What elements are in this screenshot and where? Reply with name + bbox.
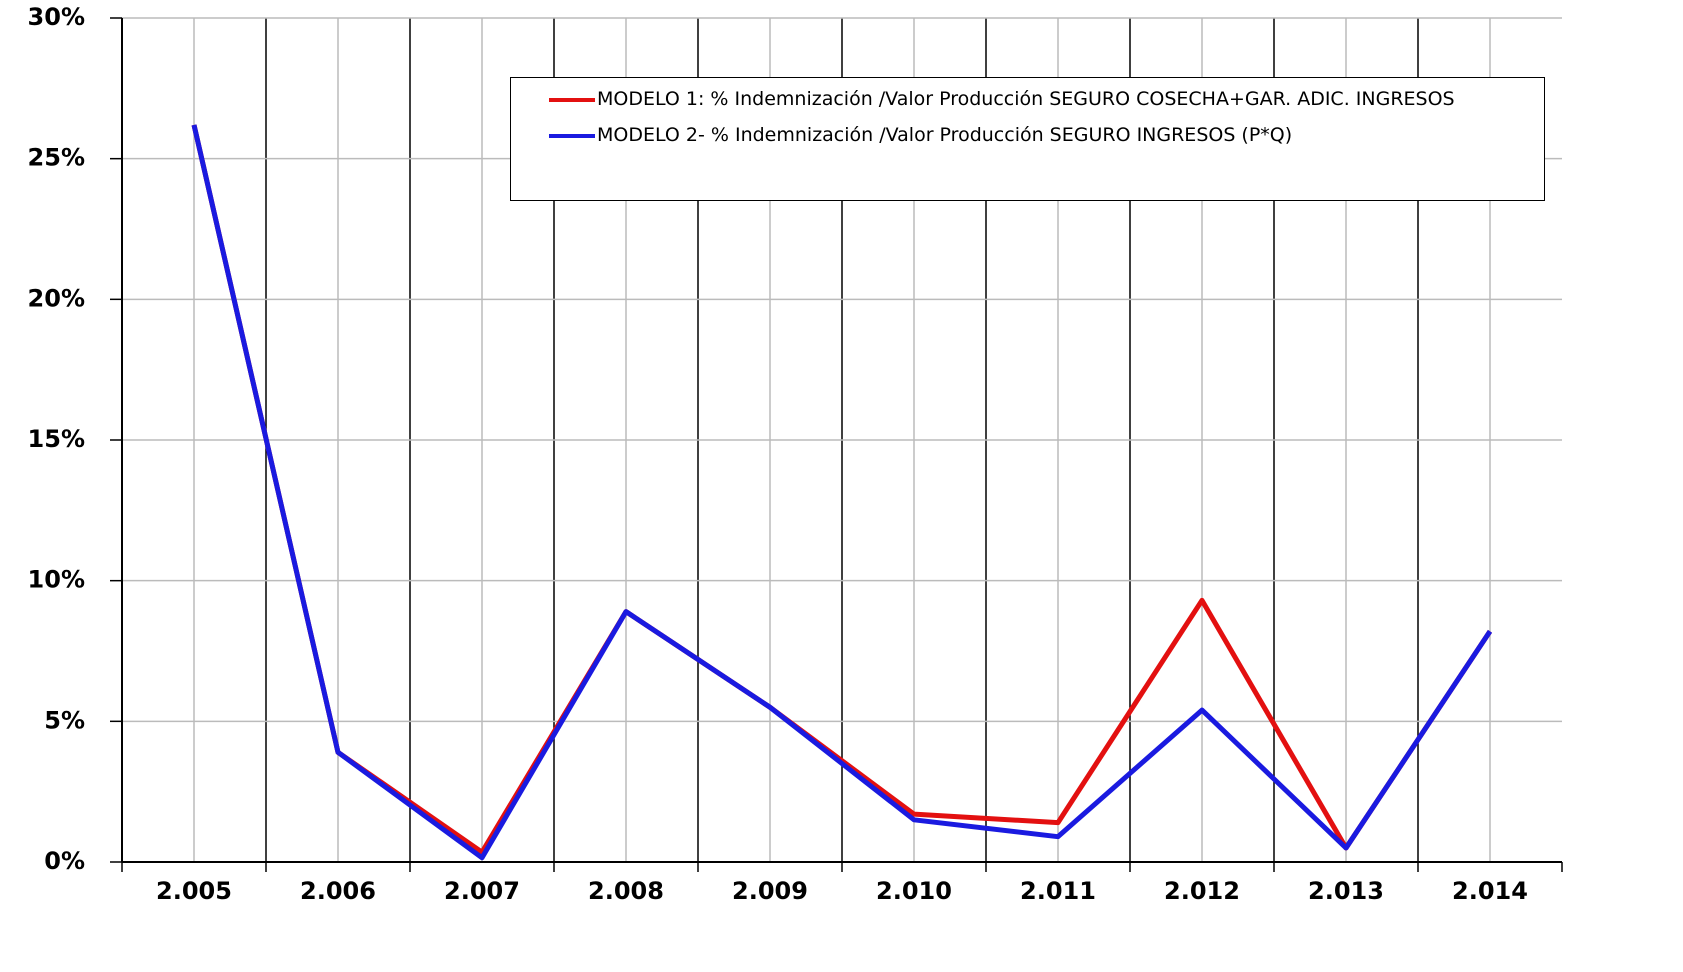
x-tick-label: 2.014 xyxy=(1452,877,1528,905)
x-tick-label: 2.008 xyxy=(588,877,664,905)
x-tick-label: 2.011 xyxy=(1020,877,1096,905)
x-tick-label: 2.012 xyxy=(1164,877,1240,905)
x-tick-label: 2.006 xyxy=(300,877,376,905)
line-series xyxy=(191,124,1493,861)
x-tick-label: 2.005 xyxy=(156,877,232,905)
x-tick-label: 2.007 xyxy=(444,877,520,905)
x-tick-label: 2.013 xyxy=(1308,877,1384,905)
legend-entry: MODELO 1: % Indemnización /Valor Producc… xyxy=(549,86,1524,112)
y-tick-label: 5% xyxy=(44,706,85,734)
y-tick-label: 30% xyxy=(28,3,85,31)
legend-swatch xyxy=(549,134,595,138)
legend: MODELO 1: % Indemnización /Valor Producc… xyxy=(510,77,1545,201)
legend-label: MODELO 1: % Indemnización /Valor Producc… xyxy=(597,88,1455,110)
x-tick-label: 2.009 xyxy=(732,877,808,905)
legend-swatch xyxy=(549,98,595,102)
y-tick-label: 20% xyxy=(28,284,85,312)
y-tick-label: 0% xyxy=(44,847,85,875)
y-tick-label: 10% xyxy=(28,566,85,594)
legend-label: MODELO 2- % Indemnización /Valor Producc… xyxy=(597,124,1293,146)
y-tick-label: 25% xyxy=(28,144,85,172)
x-tick-label: 2.010 xyxy=(876,877,952,905)
y-tick-label: 15% xyxy=(28,425,85,453)
legend-entry: MODELO 2- % Indemnización /Valor Producc… xyxy=(549,122,1524,148)
